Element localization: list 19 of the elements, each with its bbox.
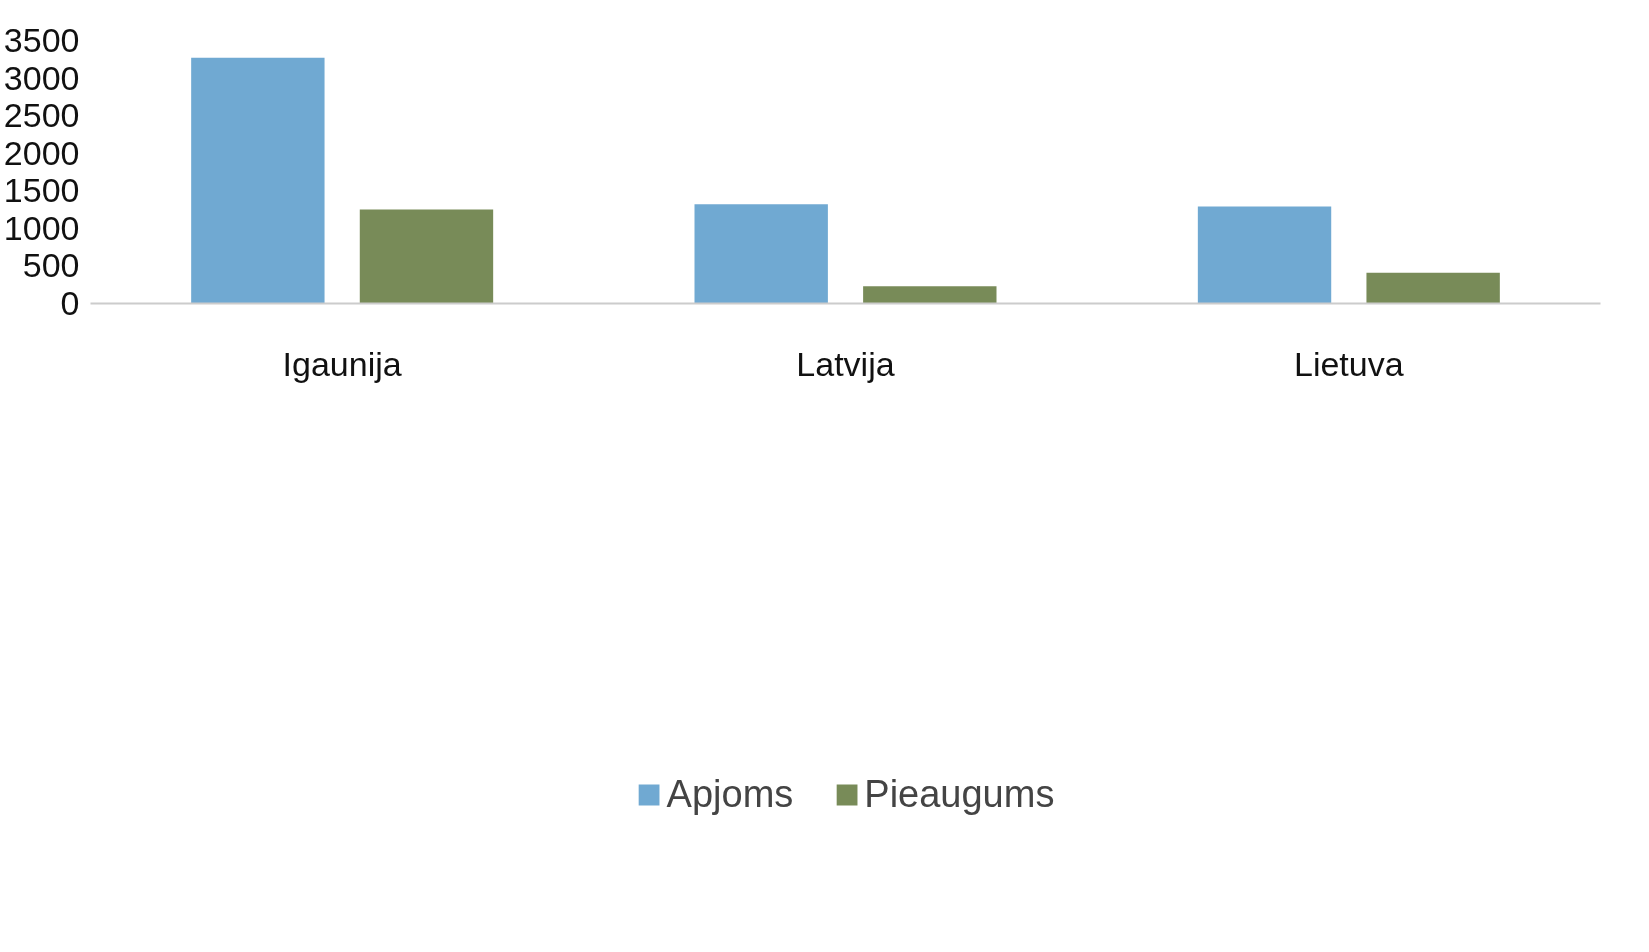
y-tick-label: 3500: [3, 21, 80, 59]
bar: [359, 209, 494, 304]
y-tick-label: 1500: [3, 171, 80, 210]
x-tick-label: Latvija: [796, 344, 895, 383]
y-tick-label: 0: [60, 284, 80, 322]
bar: [694, 204, 828, 304]
y-tick-label: 2000: [3, 133, 80, 172]
y-tick-label: 1000: [3, 208, 80, 247]
legend-label: Pieaugums: [864, 772, 1055, 816]
bar: [191, 57, 325, 304]
bar: [1197, 206, 1332, 304]
y-tick-label: 2500: [3, 96, 80, 135]
y-tick-label: 500: [22, 246, 80, 285]
legend-label: Apjoms: [666, 772, 794, 816]
bar: [863, 286, 997, 304]
x-tick-label: Lietuva: [1294, 344, 1404, 383]
bar: [1366, 272, 1500, 304]
x-tick-label: Igaunija: [282, 344, 402, 383]
y-tick-label: 3000: [3, 58, 80, 97]
